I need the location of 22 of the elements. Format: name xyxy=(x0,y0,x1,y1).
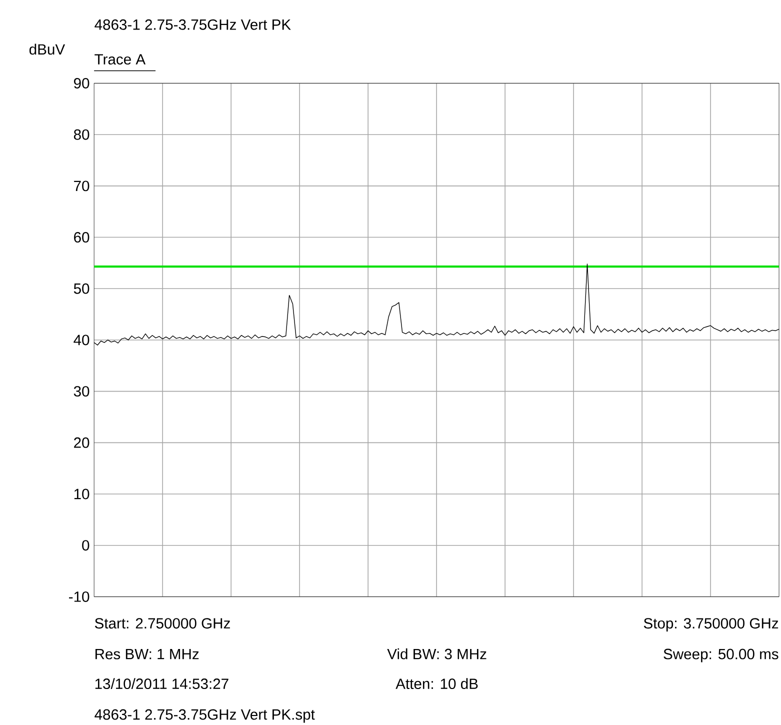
y-tick-label: 10 xyxy=(74,488,90,500)
y-tick-label: 70 xyxy=(74,180,90,192)
y-tick-label: 50 xyxy=(74,284,90,294)
text: Res BW: 1 MHz xyxy=(95,649,199,660)
y-tick-label: 40 xyxy=(74,334,90,346)
text: Sweep: 50.00 ms xyxy=(664,649,778,662)
y-tick-label: 20 xyxy=(74,438,90,448)
y-tick-label: -10 xyxy=(69,592,90,602)
y-tick-label: 80 xyxy=(74,130,90,140)
text: Trace A xyxy=(94,54,146,65)
y-tick-label: 60 xyxy=(74,232,90,243)
y-axis-title: dBuV xyxy=(29,44,66,55)
text: 13/10/2011 14:53:27 xyxy=(95,678,228,690)
text: Stop: 3.750000 GHz xyxy=(644,618,778,632)
text: Atten: 10 dB xyxy=(396,678,478,690)
text: 4863-1 2.75-3.75GHz Vert PK.spt xyxy=(94,709,315,723)
y-tick-label: 30 xyxy=(74,386,90,397)
text: Start: 2.750000 GHz xyxy=(94,618,230,629)
y-tick-label: 90 xyxy=(74,78,90,89)
chart-title: 4863-1 2.75-3.75GHz Vert PK xyxy=(94,20,291,30)
y-tick-label: 0 xyxy=(82,540,90,551)
text: Vid BW: 3 MHz xyxy=(387,648,486,660)
